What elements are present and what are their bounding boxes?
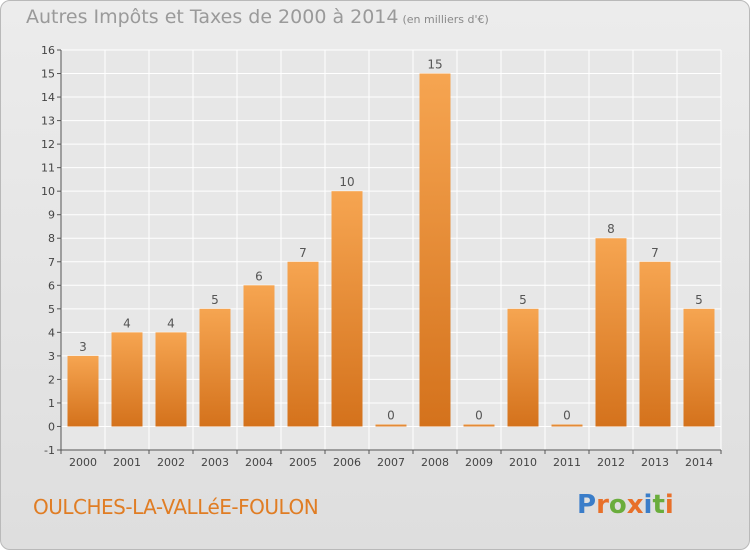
proxiti-logo: Proxiti: [577, 490, 674, 520]
y-tick-label: 11: [41, 162, 55, 175]
x-tick-label-2004: 2004: [245, 456, 273, 469]
y-tick-label: 12: [41, 138, 55, 151]
x-tick-label-2000: 2000: [69, 456, 97, 469]
x-tick-label-2001: 2001: [113, 456, 141, 469]
x-tick-label-2012: 2012: [597, 456, 625, 469]
data-label-2002: 4: [167, 316, 175, 330]
bar-2010: [507, 308, 539, 427]
chart-title-text: Autres Impôts et Taxes de 2000 à 2014: [26, 6, 399, 28]
bars: [67, 73, 715, 427]
data-label-2009: 0: [475, 408, 483, 422]
logo-letter: i: [643, 490, 653, 520]
x-tick-label-2005: 2005: [289, 456, 317, 469]
x-tick-label-2003: 2003: [201, 456, 229, 469]
bar-2008: [419, 73, 451, 427]
y-tick-label: 0: [48, 420, 55, 433]
data-label-2006: 10: [339, 175, 354, 189]
data-label-2000: 3: [79, 340, 87, 354]
bar-2002: [155, 332, 187, 427]
y-tick-label: 16: [41, 44, 55, 57]
bar-2011: [551, 424, 583, 427]
y-tick-label: 5: [48, 303, 55, 316]
data-label-2007: 0: [387, 408, 395, 422]
data-label-2005: 7: [299, 246, 307, 260]
chart-title: Autres Impôts et Taxes de 2000 à 2014 (en…: [26, 6, 489, 28]
x-tick-label-2013: 2013: [641, 456, 669, 469]
y-tick-label: 14: [41, 91, 55, 104]
y-tick-label: 4: [48, 326, 55, 339]
data-label-2014: 5: [695, 293, 703, 307]
bar-2000: [67, 355, 99, 427]
y-tick-label: 8: [48, 232, 55, 245]
y-tick-label: 3: [48, 350, 55, 363]
y-tick-label: 10: [41, 185, 55, 198]
commune-name: OULCHES-LA-VALLéE-FOULON: [33, 495, 319, 519]
labels: 3 2000 4 2001 4 2002 5 2003 6 2004 7 2005 10 2006 0 200…: [69, 58, 713, 469]
x-tick-label-2011: 2011: [553, 456, 581, 469]
logo-letter: P: [577, 490, 597, 520]
data-label-2004: 6: [255, 269, 263, 283]
logo-letter: o: [608, 490, 627, 520]
bar-2014: [683, 308, 715, 427]
logo-letter: x: [626, 490, 644, 520]
x-tick-label-2010: 2010: [509, 456, 537, 469]
chart-unit: (en milliers d'€): [402, 13, 489, 26]
bar-2001: [111, 332, 143, 427]
x-tick-label-2008: 2008: [421, 456, 449, 469]
logo-letter: r: [596, 490, 609, 520]
y-tick-label: 2: [48, 373, 55, 386]
y-tick-label: 9: [48, 209, 55, 222]
x-tick-label-2007: 2007: [377, 456, 405, 469]
data-label-2003: 5: [211, 293, 219, 307]
data-label-2008: 15: [427, 58, 442, 72]
y-tick-label: 6: [48, 279, 55, 292]
y-tick-label: 15: [41, 68, 55, 81]
bar-2004: [243, 285, 275, 427]
x-tick-label-2014: 2014: [685, 456, 713, 469]
y-tick-label: 13: [41, 115, 55, 128]
data-label-2010: 5: [519, 293, 527, 307]
logo-letter: i: [664, 490, 674, 520]
bar-2005: [287, 261, 319, 427]
bar-2006: [331, 191, 363, 427]
x-tick-label-2006: 2006: [333, 456, 361, 469]
data-label-2012: 8: [607, 222, 615, 236]
bar-2009: [463, 424, 495, 427]
y-tick-label: 7: [48, 256, 55, 269]
y-tick-label: 1: [48, 397, 55, 410]
data-label-2013: 7: [651, 246, 659, 260]
bar-2013: [639, 261, 671, 427]
bar-2012: [595, 238, 627, 427]
x-tick-label-2002: 2002: [157, 456, 185, 469]
data-label-2011: 0: [563, 408, 571, 422]
data-label-2001: 4: [123, 316, 131, 330]
logo-letter: t: [652, 490, 665, 520]
y-tick-label: -1: [44, 444, 55, 457]
bar-2003: [199, 308, 231, 427]
bar-2007: [375, 424, 407, 427]
x-tick-label-2009: 2009: [465, 456, 493, 469]
